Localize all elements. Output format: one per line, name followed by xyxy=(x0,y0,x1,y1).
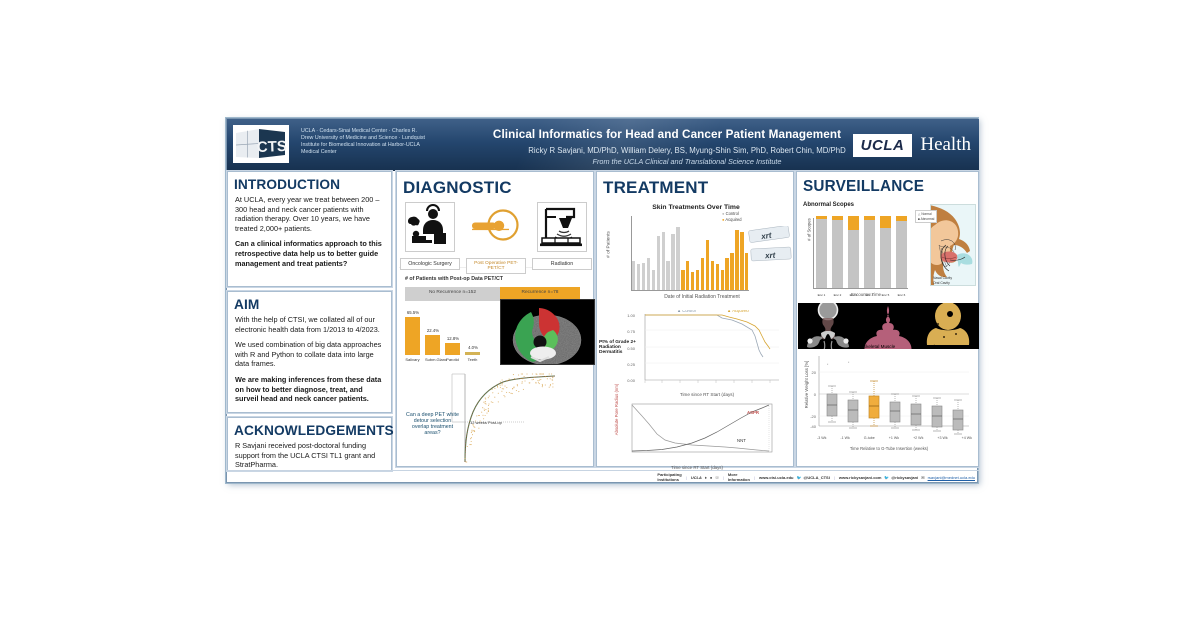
svg-text:*: * xyxy=(848,361,850,365)
svg-text:20: 20 xyxy=(812,370,817,375)
svg-text:CTSI: CTSI xyxy=(257,138,288,156)
svg-text:Nasal Cavity: Nasal Cavity xyxy=(933,276,952,280)
svg-text:NNT: NNT xyxy=(737,438,746,443)
svg-text:1.00: 1.00 xyxy=(627,313,636,318)
svg-text:0.50: 0.50 xyxy=(627,346,636,351)
svg-text:-40: -40 xyxy=(810,424,817,429)
svg-text:Subcutaneous Fat: Subcutaneous Fat xyxy=(928,344,966,349)
svg-text:ASPR: ASPR xyxy=(747,410,760,415)
svg-text:0.25: 0.25 xyxy=(627,362,636,367)
svg-text:Oral Cavity: Oral Cavity xyxy=(933,281,950,285)
svg-text:0: 0 xyxy=(814,392,817,397)
svg-text:xrt: xrt xyxy=(764,251,776,261)
svg-text:-20: -20 xyxy=(810,414,817,419)
svg-text:0.75: 0.75 xyxy=(627,329,636,334)
svg-text:0.00: 0.00 xyxy=(627,378,636,383)
svg-text:▲ Control: ▲ Control xyxy=(677,310,697,313)
svg-text:▲ Acquired: ▲ Acquired xyxy=(727,310,749,313)
svg-text:Skeletal Muscle: Skeletal Muscle xyxy=(863,344,896,349)
svg-text:*: * xyxy=(827,363,829,367)
svg-text:xrt: xrt xyxy=(760,231,773,242)
svg-text:12 weeks Post-op: 12 weeks Post-op xyxy=(470,420,503,425)
